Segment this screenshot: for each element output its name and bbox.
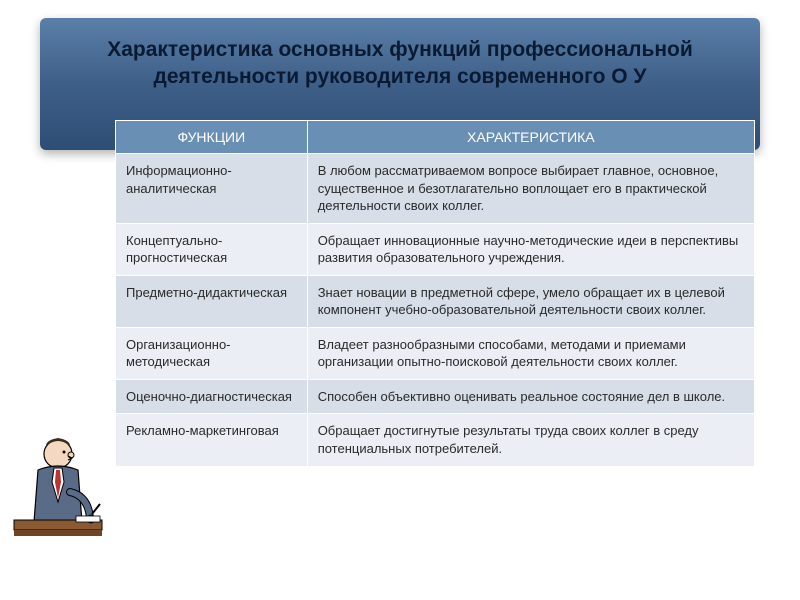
function-name: Рекламно-маркетинговая <box>116 414 308 466</box>
table-row: Организационно-методическая Владеет разн… <box>116 327 755 379</box>
table-row: Концептуально-прогностическая Обращает и… <box>116 223 755 275</box>
function-desc: Обращает достигнутые результаты труда св… <box>307 414 754 466</box>
businessman-icon <box>8 432 108 562</box>
function-desc: Владеет разнообразными способами, метода… <box>307 327 754 379</box>
function-desc: В любом рассматриваемом вопросе выбирает… <box>307 154 754 224</box>
function-desc: Знает новации в предметной сфере, умело … <box>307 275 754 327</box>
table-header-row: ФУНКЦИИ ХАРАКТЕРИСТИКА <box>116 121 755 154</box>
function-desc: Способен объективно оценивать реальное с… <box>307 379 754 414</box>
table-row: Информационно-аналитическая В любом расс… <box>116 154 755 224</box>
function-desc: Обращает инновационные научно-методическ… <box>307 223 754 275</box>
slide: Характеристика основных функций професси… <box>0 0 800 600</box>
table-row: Предметно-дидактическая Знает новации в … <box>116 275 755 327</box>
table-row: Оценочно-диагностическая Способен объект… <box>116 379 755 414</box>
table-row: Рекламно-маркетинговая Обращает достигну… <box>116 414 755 466</box>
function-name: Оценочно-диагностическая <box>116 379 308 414</box>
function-name: Информационно-аналитическая <box>116 154 308 224</box>
function-name: Организационно-методическая <box>116 327 308 379</box>
function-name: Концептуально-прогностическая <box>116 223 308 275</box>
functions-table: ФУНКЦИИ ХАРАКТЕРИСТИКА Информационно-ана… <box>115 120 755 467</box>
slide-title: Характеристика основных функций професси… <box>80 36 720 91</box>
col-header-functions: ФУНКЦИИ <box>116 121 308 154</box>
function-name: Предметно-дидактическая <box>116 275 308 327</box>
functions-table-wrap: ФУНКЦИИ ХАРАКТЕРИСТИКА Информационно-ана… <box>115 120 755 467</box>
col-header-characteristics: ХАРАКТЕРИСТИКА <box>307 121 754 154</box>
